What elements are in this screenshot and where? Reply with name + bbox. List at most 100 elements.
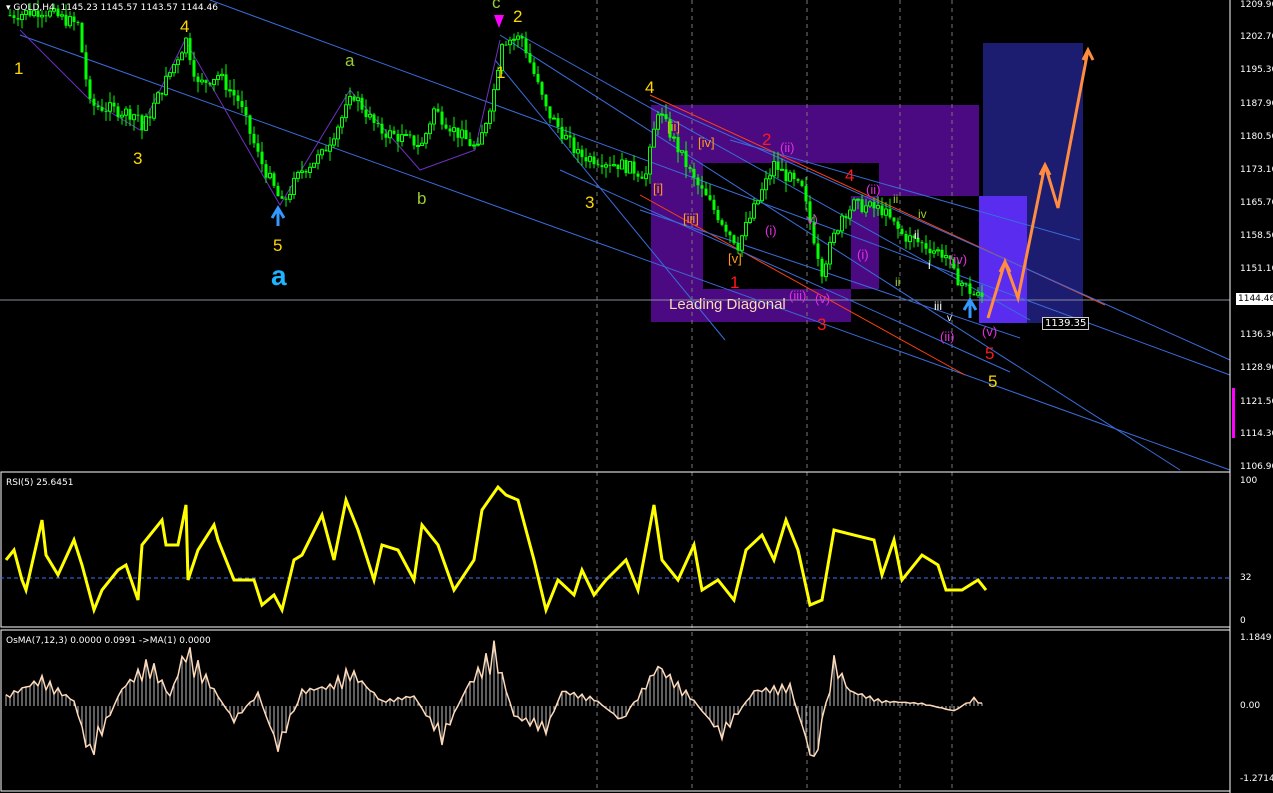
candle-bear — [56, 8, 60, 17]
candle-bear — [96, 105, 100, 108]
candle-bear — [940, 249, 944, 258]
candle-bear — [244, 107, 248, 116]
wave-label: v — [947, 313, 952, 324]
candle-bear — [980, 292, 984, 297]
candle-bear — [784, 169, 788, 182]
candle-bear — [380, 123, 384, 134]
candle-bear — [376, 122, 380, 124]
wave-label: (ii) — [866, 182, 881, 197]
wave-label: [iii] — [683, 211, 699, 226]
candle-bear — [916, 237, 920, 243]
rsi-series — [4, 484, 988, 615]
arrow-up-icon — [270, 205, 286, 226]
price-tick: 1173.16 — [1240, 165, 1273, 176]
candle-bear — [668, 119, 672, 138]
candle-bear — [536, 73, 540, 83]
wave-label: [i] — [653, 181, 664, 196]
candle-bear — [524, 38, 528, 54]
candle-bull — [164, 75, 168, 96]
candle-bull — [356, 97, 360, 102]
wave-label: (ii) — [940, 329, 955, 344]
wave-label: 5 — [988, 372, 998, 391]
candle-bear — [384, 133, 388, 138]
candle-bear — [816, 243, 820, 259]
candle-bull — [764, 178, 768, 191]
candle-bear — [240, 101, 244, 108]
candle-bull — [212, 78, 216, 86]
candle-bear — [548, 106, 552, 119]
wave-label: 4 — [645, 78, 655, 97]
candle-bull — [312, 162, 316, 168]
scroll-marker[interactable] — [1232, 388, 1235, 438]
candle-bull — [32, 10, 36, 17]
candle-bear — [796, 179, 800, 181]
candle-bear — [8, 15, 12, 17]
candle-bear — [900, 228, 904, 234]
trend-line — [519, 34, 1031, 321]
candle-bear — [112, 102, 116, 107]
candle-bear — [468, 139, 472, 146]
wave-label: 5 — [985, 344, 995, 363]
candle-bear — [224, 74, 228, 90]
candle-bull — [876, 205, 880, 209]
candle-bear — [140, 115, 144, 131]
candle-bear — [188, 38, 192, 61]
wave-label: ii — [893, 192, 899, 206]
candle-bear — [76, 21, 80, 23]
candle-bear — [616, 164, 620, 169]
trend-line — [19, 34, 1231, 471]
candle-bull — [656, 114, 660, 130]
candle-bear — [956, 268, 960, 286]
candle-bear — [248, 115, 252, 134]
candle-bull — [480, 132, 484, 145]
wave-label: a — [271, 260, 287, 291]
wave-label: 5 — [273, 236, 283, 255]
candle-bull — [108, 102, 112, 112]
chart-header: ▾ GOLD,H4 1145.23 1145.57 1143.57 1144.4… — [6, 3, 218, 13]
candle-bear — [716, 209, 720, 221]
candle-bull — [288, 193, 292, 200]
candle-bear — [256, 143, 260, 152]
candle-bull — [868, 201, 872, 207]
trend-line — [649, 99, 1231, 361]
rsi-tick: 0 — [1240, 616, 1246, 626]
candle-bear — [792, 172, 796, 180]
candle-bear — [100, 107, 104, 111]
wave-label: b — [417, 189, 427, 208]
candle-bull — [936, 249, 940, 252]
price-tick: 1180.56 — [1240, 131, 1273, 142]
wave-label: (v) — [815, 291, 831, 306]
candle-bear — [284, 198, 288, 200]
wave-label: [iv] — [698, 135, 715, 150]
wave-label: 2 — [513, 7, 523, 26]
price-tick: 1121.56 — [1240, 396, 1273, 407]
candle-bull — [832, 232, 836, 243]
rsi-label: RSI(5) 25.6451 — [6, 478, 74, 488]
candle-bull — [828, 241, 832, 265]
wave-label: (i) — [765, 223, 777, 238]
pattern-label: Leading Diagonal — [669, 296, 786, 313]
candle-bull — [756, 200, 760, 205]
candle-bear — [12, 15, 16, 18]
wave-label: v) — [807, 212, 818, 227]
arrow-head-icon — [998, 258, 1012, 273]
candle-bear — [736, 243, 740, 251]
candle-bear — [952, 259, 956, 269]
candle-bear — [556, 118, 560, 127]
candle-bear — [808, 201, 812, 223]
candle-bear — [80, 22, 84, 53]
candle-bear — [88, 79, 92, 99]
osma-signal-line — [5, 640, 983, 758]
candle-bull — [492, 89, 496, 112]
candle-bull — [760, 189, 764, 202]
price-tick: 1187.96 — [1240, 98, 1273, 109]
candle-bear — [880, 205, 884, 216]
candle-bull — [852, 199, 856, 211]
candle-bull — [884, 208, 888, 216]
candle-bull — [564, 134, 568, 140]
trend-line — [499, 34, 1181, 471]
trend-line — [639, 194, 966, 376]
candle-bull — [132, 114, 136, 121]
wave-label: 3 — [585, 193, 595, 212]
